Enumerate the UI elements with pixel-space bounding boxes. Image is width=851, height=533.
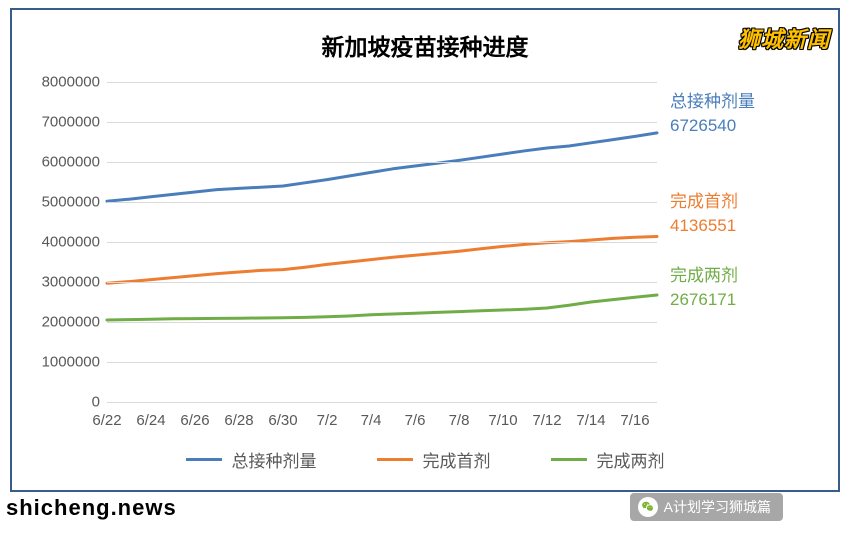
x-tick-label: 6/30 — [268, 412, 297, 429]
x-tick-label: 7/6 — [405, 412, 426, 429]
wechat-badge: A计划学习狮城篇 — [630, 493, 783, 521]
series-final-value: 6726540 — [670, 114, 755, 138]
legend-label: 完成首剂 — [423, 447, 491, 472]
series-final-label: 总接种剂量 — [670, 90, 755, 114]
legend: 总接种剂量 完成首剂 完成两剂 — [12, 447, 838, 472]
wechat-text: A计划学习狮城篇 — [664, 497, 771, 517]
y-tick-label: 2000000 — [30, 314, 100, 331]
y-tick-label: 1000000 — [30, 354, 100, 371]
series-final-label: 完成首剂 — [670, 190, 738, 214]
gridline — [107, 202, 657, 203]
x-tick-label: 7/2 — [317, 412, 338, 429]
gridline — [107, 122, 657, 123]
y-tick-label: 0 — [30, 394, 100, 411]
x-tick-label: 7/8 — [449, 412, 470, 429]
legend-swatch — [551, 458, 587, 461]
series-final-label: 完成两剂 — [670, 264, 738, 288]
series-final-value: 2676171 — [670, 288, 738, 312]
x-tick-label: 7/10 — [488, 412, 517, 429]
series-line-total — [107, 133, 657, 201]
x-tick-label: 6/24 — [136, 412, 165, 429]
series-line-first — [107, 237, 657, 284]
gridline — [107, 322, 657, 323]
x-tick-label: 6/28 — [224, 412, 253, 429]
x-tick-label: 6/22 — [92, 412, 121, 429]
x-tick-label: 7/14 — [576, 412, 605, 429]
series-line-second — [107, 295, 657, 320]
legend-label: 完成两剂 — [597, 447, 665, 472]
y-tick-label: 7000000 — [30, 114, 100, 131]
x-tick-label: 7/4 — [361, 412, 382, 429]
series-final-value: 4136551 — [670, 214, 738, 238]
series-annotation-total: 总接种剂量6726540 — [670, 90, 755, 138]
legend-item-second: 完成两剂 — [551, 447, 665, 472]
chart-title: 新加坡疫苗接种进度 — [12, 28, 838, 62]
y-tick-label: 8000000 — [30, 74, 100, 91]
x-tick-label: 6/26 — [180, 412, 209, 429]
legend-item-first: 完成首剂 — [377, 447, 491, 472]
gridline — [107, 362, 657, 363]
plot-area — [107, 82, 657, 402]
legend-swatch — [186, 458, 222, 461]
gridline — [107, 402, 657, 403]
y-tick-label: 3000000 — [30, 274, 100, 291]
legend-item-total: 总接种剂量 — [186, 447, 317, 472]
y-tick-label: 4000000 — [30, 234, 100, 251]
wechat-icon — [638, 497, 658, 517]
series-annotation-first: 完成首剂4136551 — [670, 190, 738, 238]
legend-label: 总接种剂量 — [232, 447, 317, 472]
series-annotation-second: 完成两剂2676171 — [670, 264, 738, 312]
gridline — [107, 82, 657, 83]
chart-frame: 新加坡疫苗接种进度 狮城新闻 总接种剂量完成首剂完成两剂 01000000200… — [10, 8, 840, 492]
y-tick-label: 5000000 — [30, 194, 100, 211]
gridline — [107, 242, 657, 243]
gridline — [107, 282, 657, 283]
y-tick-label: 6000000 — [30, 154, 100, 171]
watermark-bottom-left: shicheng.news — [6, 495, 177, 521]
legend-swatch — [377, 458, 413, 461]
x-tick-label: 7/12 — [532, 412, 561, 429]
gridline — [107, 162, 657, 163]
watermark-top-right: 狮城新闻 — [738, 22, 830, 54]
x-tick-label: 7/16 — [620, 412, 649, 429]
